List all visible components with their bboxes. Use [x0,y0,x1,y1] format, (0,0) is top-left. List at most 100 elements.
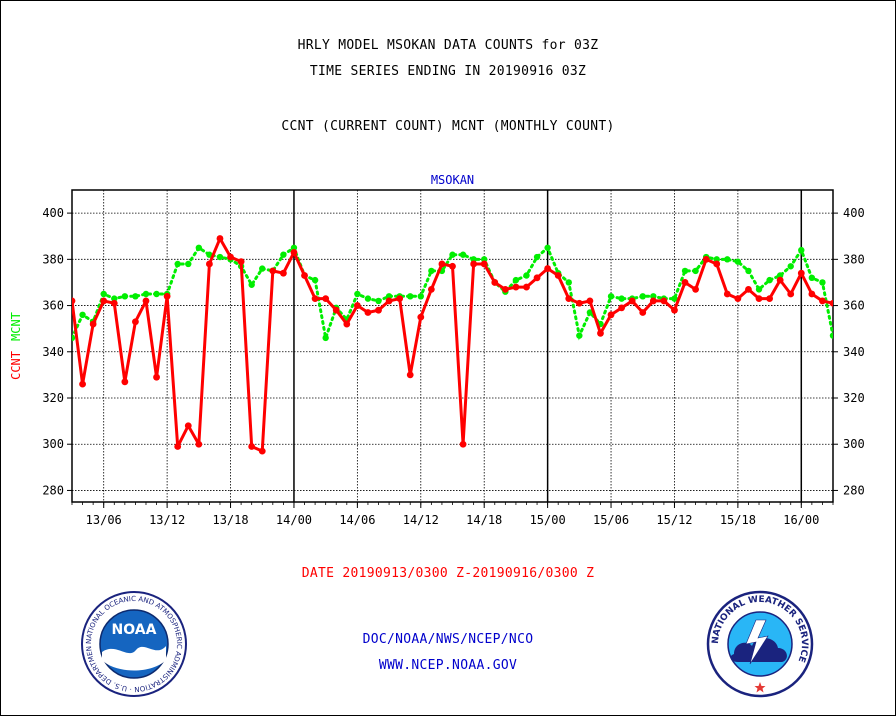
mcnt-point [259,265,266,272]
chart-title-line-2: TIME SERIES ENDING IN 20190916 03Z [309,64,587,79]
mcnt-point [322,334,329,342]
ccnt-point [829,299,833,307]
chart-subtitle: CCNT (CURRENT COUNT) MCNT (MONTHLY COUNT… [281,119,615,134]
mcnt-point [544,244,551,251]
ccnt-point [174,443,182,450]
mcnt-point [417,293,424,300]
mcnt-point [185,260,192,268]
date-range-label: DATE 20190913/0300 Z-20190916/0300 Z [301,566,595,581]
mcnt-point [533,253,541,261]
x-tick-label: 16/00 [783,513,819,527]
ccnt-point [110,299,118,307]
ccnt-point [723,290,731,298]
x-tick-label: 14/00 [276,513,312,527]
y-tick-label-right: 300 [843,437,865,451]
ccnt-point [417,313,425,321]
series-ccnt [72,235,833,455]
ccnt-point [755,295,763,303]
mcnt-point [248,281,255,288]
ccnt-point [649,297,657,305]
ccnt-point [195,440,203,448]
y-tick-label-left: 360 [42,299,64,313]
ccnt-point [639,309,647,316]
y-axis-label-ccnt: CCNT [9,351,23,380]
ccnt-point [808,290,816,298]
chart-station-title: MSOKAN [431,173,474,187]
mcnt-point [523,272,530,279]
ccnt-point [575,299,583,307]
mcnt-point [470,256,477,263]
mcnt-point [311,276,319,284]
mcnt-point [734,258,742,265]
ccnt-point [290,249,298,256]
plot-area [71,189,834,503]
mcnt-point [639,293,646,300]
ccnt-point [248,443,256,450]
ccnt-point [322,295,330,303]
ccnt-point [132,318,139,326]
mcnt-point [512,276,520,284]
y-tick-label-left: 320 [42,391,64,405]
x-tick-label: 15/18 [720,513,756,527]
x-tick-label: 15/00 [530,513,566,527]
ccnt-point [523,283,530,291]
mcnt-point [449,251,456,258]
y-tick-label-right: 400 [843,206,865,220]
y-tick-label-right: 340 [843,345,865,359]
ccnt-point [671,306,678,314]
mcnt-point [375,297,382,305]
ccnt-point [269,267,277,275]
y-tick-label-right: 280 [843,483,865,497]
mcnt-point [745,267,752,275]
mcnt-point [565,279,572,286]
ccnt-point [449,262,456,270]
ccnt-point [438,260,446,268]
ccnt-point [237,258,245,266]
y-tick-label-left: 380 [42,252,64,266]
ccnt-point [153,373,160,381]
y-tick-label-right: 380 [843,252,865,266]
mcnt-point [142,290,150,298]
mcnt-point [481,256,488,263]
chart-title-line-1: HRLY MODEL MSOKAN DATA COUNTS for 03Z [297,38,599,53]
ccnt-point [459,440,467,448]
noaa-logo-text: NOAA [112,622,157,638]
mcnt-point [290,244,298,251]
ccnt-point [745,285,752,293]
mcnt-point [724,256,731,263]
mcnt-point [121,293,129,300]
ccnt-point [142,297,150,305]
mcnt-point [681,267,689,275]
ccnt-point [89,320,97,328]
mcnt-point [586,309,594,316]
ccnt-point [72,297,76,305]
mcnt-point [364,295,372,302]
mcnt-point [100,290,107,298]
ccnt-point [184,422,192,430]
mcnt-point [650,293,657,300]
ccnt-point [512,283,520,291]
mcnt-point [713,256,720,263]
org-label: DOC/NOAA/NWS/NCEP/NCO [362,632,534,647]
mcnt-point [618,295,625,302]
mcnt-point [354,290,361,298]
ccnt-point [797,269,805,277]
x-tick-label: 13/18 [212,513,248,527]
mcnt-point [829,332,833,339]
ccnt-point [734,295,742,303]
ccnt-point [628,297,636,305]
ccnt-point [776,276,784,284]
ccnt-point [607,311,615,319]
y-tick-label-left: 300 [42,437,64,451]
ccnt-point [427,285,435,293]
ccnt-point [100,297,108,305]
mcnt-point [153,290,160,298]
ccnt-point [787,290,795,298]
y-axis-label-mcnt: MCNT [9,312,23,341]
mcnt-point [216,253,224,261]
ccnt-point [597,329,604,337]
ccnt-point [586,297,594,305]
ccnt-point [364,309,372,316]
ccnt-point [332,306,340,314]
ccnt-point [766,295,773,303]
